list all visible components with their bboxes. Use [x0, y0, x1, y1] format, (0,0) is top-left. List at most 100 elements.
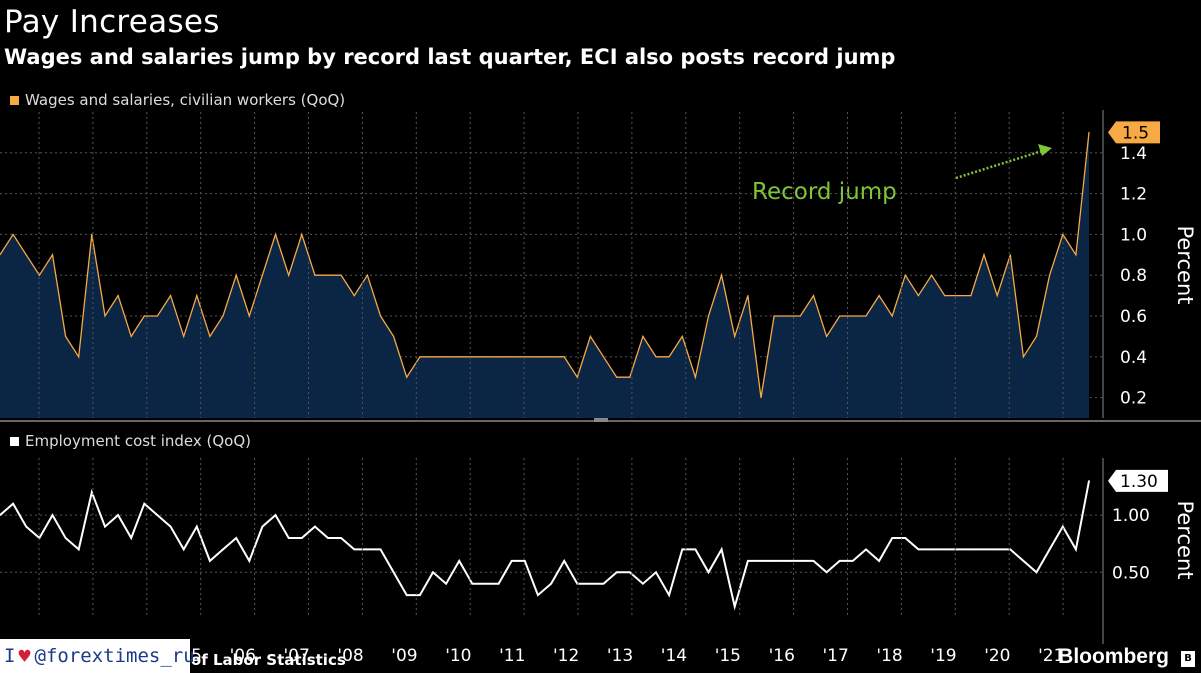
eci-point	[64, 537, 67, 539]
wages-point	[1075, 254, 1077, 256]
wages-point	[904, 274, 906, 276]
eci-point	[169, 525, 172, 528]
wages-point	[261, 274, 263, 276]
eci-point	[602, 582, 605, 585]
last-value-tag	[1108, 121, 1160, 144]
eci-point	[904, 537, 907, 539]
eci-point	[891, 537, 893, 539]
y-tick-label: 0.2	[1120, 389, 1147, 409]
wages-point	[839, 315, 841, 317]
wages-point	[51, 254, 54, 256]
heart-icon: ♥	[18, 644, 31, 668]
x-tick-label: '19	[930, 646, 956, 666]
x-tick-label: '15	[715, 646, 741, 666]
eci-point	[733, 605, 736, 608]
eci-point	[366, 548, 369, 551]
eci-point	[694, 548, 697, 551]
eci-point	[314, 525, 316, 528]
eci-point	[825, 571, 828, 574]
eci-point	[419, 594, 421, 596]
wages-point	[799, 315, 801, 317]
eci-point	[747, 560, 749, 562]
wages-point	[931, 274, 933, 276]
wages-point	[747, 295, 749, 297]
bloomberg-icon: B	[1181, 651, 1195, 667]
eci-point	[196, 525, 198, 528]
panel-wages: 0.2 0.4 0.6 0.8 1.0 1.2 1.4 Percent 1.5 Record ju…	[0, 110, 1197, 418]
wages-point	[681, 335, 683, 337]
eci-point	[996, 548, 998, 551]
wages-point	[327, 274, 329, 276]
wages-point	[629, 376, 631, 378]
eci-point	[51, 514, 54, 516]
eci-point	[642, 582, 644, 585]
chart-subtitle: Wages and salaries jump by record last q…	[4, 45, 896, 69]
wages-point	[734, 335, 736, 337]
wages-point	[78, 356, 80, 358]
eci-point	[248, 560, 251, 562]
x-tick-label: '20	[984, 646, 1010, 666]
eci-point	[130, 537, 132, 539]
eci-point	[812, 560, 815, 562]
eci-point	[1048, 548, 1051, 551]
eci-point	[786, 560, 788, 562]
wages-point	[537, 356, 539, 358]
wages-point	[458, 356, 460, 358]
annotation-arrow-head	[1038, 144, 1052, 156]
x-tick-label: '16	[769, 646, 795, 666]
x-tick-label: '06	[230, 646, 256, 666]
wages-point	[694, 376, 697, 378]
brand-logo: Bloomberg	[1058, 645, 1169, 668]
eci-point	[445, 582, 447, 585]
legend-swatch-wages	[10, 95, 19, 105]
x-tick-label: '21	[1038, 646, 1064, 666]
y-axis-label: Percent	[1173, 225, 1197, 304]
wages-point	[773, 315, 775, 317]
watermark-bar: I	[4, 645, 16, 667]
eci-point	[392, 571, 395, 574]
eci-point	[301, 537, 303, 539]
annotation-arrow-line	[955, 149, 1043, 180]
last-value-label: 1.30	[1120, 472, 1158, 492]
legend-swatch-eci	[10, 436, 19, 446]
eci-point	[1088, 480, 1090, 482]
eci-point	[432, 571, 434, 574]
wages-point	[563, 356, 565, 358]
wages-point	[143, 315, 145, 317]
eci-point	[563, 560, 565, 562]
eci-point	[353, 548, 356, 551]
wages-point	[170, 295, 172, 297]
eci-point	[379, 548, 382, 551]
wages-point	[865, 315, 867, 317]
eci-point	[524, 560, 526, 562]
wages-point	[104, 315, 106, 317]
x-tick-label: '17	[823, 646, 849, 666]
x-tick-label: '11	[499, 646, 525, 666]
eci-point	[865, 548, 867, 551]
wages-point	[1088, 131, 1090, 133]
legend-label-wages: Wages and salaries, civilian workers (Qo…	[25, 91, 346, 109]
eci-point	[983, 548, 985, 551]
legend-wages: Wages and salaries, civilian workers (Qo…	[10, 91, 345, 109]
wages-point	[0, 254, 1, 256]
y-tick-label: 1.0	[1120, 225, 1147, 245]
x-tick-label: '13	[607, 646, 633, 666]
wages-point	[235, 274, 237, 276]
wages-point	[117, 295, 119, 297]
eci-point	[497, 582, 500, 585]
wages-point	[288, 274, 290, 276]
eci-point	[1009, 548, 1012, 551]
eci-point	[405, 594, 408, 596]
eci-point	[327, 537, 329, 539]
y-tick-label: 0.4	[1120, 348, 1147, 368]
wages-point	[983, 254, 985, 256]
wages-point	[550, 356, 552, 358]
wages-point	[379, 315, 382, 317]
eci-point	[261, 525, 264, 528]
x-tick-label: '14	[661, 646, 687, 666]
eci-point	[615, 571, 618, 574]
eci-point	[25, 525, 28, 528]
eci-point	[1062, 525, 1064, 528]
wages-area	[0, 132, 1089, 418]
wages-point	[944, 295, 946, 297]
